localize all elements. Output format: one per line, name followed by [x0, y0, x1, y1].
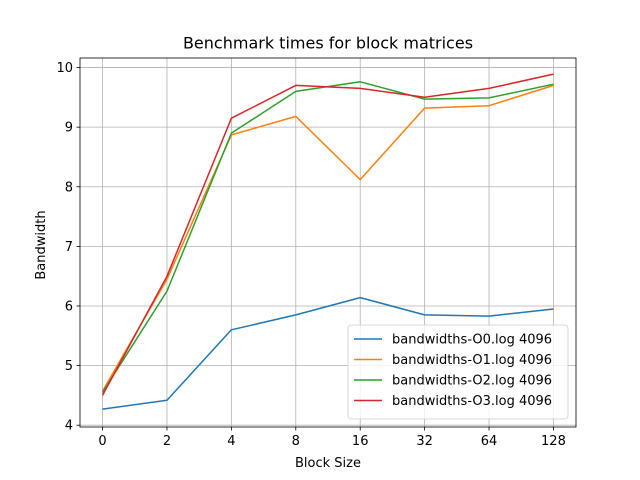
y-tick-label: 9 — [65, 121, 73, 136]
chart-title: Benchmark times for block matrices — [183, 34, 473, 53]
x-tick-label: 2 — [163, 434, 171, 449]
x-tick-label: 16 — [352, 434, 369, 449]
series-line-3 — [101, 73, 554, 396]
axis-ticks: 0 2 4 8 16 32 64 128 4 5 6 7 8 9 10 — [56, 61, 565, 449]
x-tick-label: 8 — [292, 434, 300, 449]
y-tick-label: 4 — [65, 419, 73, 434]
x-tick-label: 32 — [416, 434, 433, 449]
y-axis-label: Bandwidth — [34, 210, 49, 279]
x-axis-label: Block Size — [295, 456, 361, 471]
y-tick-label: 6 — [65, 299, 73, 314]
legend-label: bandwidths-O1.log 4096 — [392, 353, 552, 368]
y-tick-label: 7 — [65, 240, 73, 255]
x-tick-label: 0 — [98, 434, 106, 449]
series-line-0 — [102, 296, 554, 410]
y-tick-label: 8 — [65, 180, 73, 195]
plot-frame — [79, 57, 577, 428]
series-line-1 — [101, 84, 554, 392]
y-tick-label: 10 — [56, 61, 73, 76]
legend-label: bandwidths-O3.log 4096 — [392, 394, 552, 409]
legend: bandwidths-O0.log 4096 bandwidths-O1.log … — [347, 324, 569, 420]
legend-label: bandwidths-O0.log 4096 — [392, 333, 552, 348]
legend-box — [347, 324, 569, 420]
y-tick-label: 5 — [65, 359, 73, 374]
x-tick-label: 4 — [227, 434, 235, 449]
x-tick-label: 128 — [541, 434, 566, 449]
series-lines — [101, 73, 554, 410]
legend-label: bandwidths-O2.log 4096 — [392, 374, 552, 389]
x-tick-label: 64 — [481, 434, 498, 449]
